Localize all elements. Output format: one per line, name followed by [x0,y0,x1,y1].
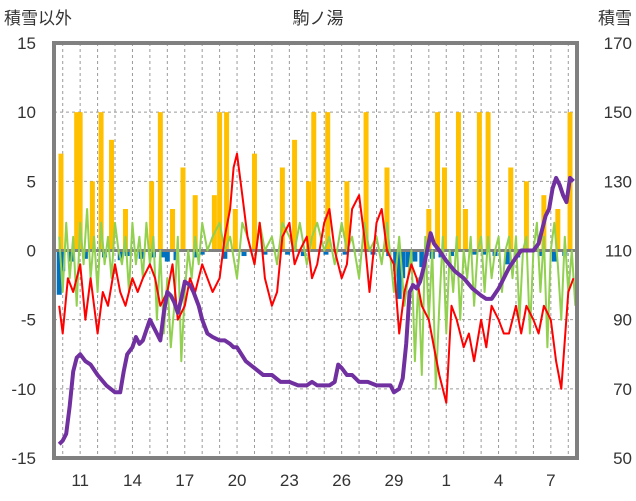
sunshine-bar [400,250,406,279]
left-tick-label: 0 [27,242,36,261]
right-tick-label: 110 [605,242,632,261]
x-tick-label: 26 [332,471,351,490]
x-tick-label: 1 [442,471,451,490]
right-axis-title: 積雪 [598,9,632,28]
sunshine-bar [396,250,402,299]
sunshine-bar [82,250,88,259]
sunshine-bar [60,250,66,272]
snow_depth-line [57,175,575,446]
precipitation-bar [292,139,298,251]
right-tick-label: 150 [604,103,632,122]
left-tick-label: 5 [27,172,36,191]
x-tick-label: 29 [384,471,403,490]
x-tick-label: 11 [71,471,89,490]
sunshine-bar [56,250,62,295]
left-tick-label: -5 [21,311,36,330]
precipitation-bar [476,112,482,251]
x-tick-label: 7 [546,471,555,490]
left-tick-label: -15 [11,449,36,468]
precipitation-bar [89,181,95,251]
sunshine-bar [342,250,348,255]
x-tick-label: 14 [123,471,142,490]
sunshine-bar [164,250,170,262]
x-tick-labels: 11 14 17 20 23 26 29 1 4 7 [71,471,555,490]
precipitation-bar [74,112,80,251]
left-tick-label: 10 [17,103,36,122]
x-tick-label: 17 [175,471,194,490]
precipitation-bar [58,153,64,251]
sunshine-bar [222,250,228,259]
precipitation-bar [122,209,128,251]
left-tick-label: -10 [11,380,36,399]
precipitation-bar [180,167,186,251]
precipitation-bar [555,209,561,251]
right-tick-label: 50 [613,449,632,468]
sunshine-bar [537,250,543,257]
precipitation-bar [344,181,350,251]
sunshine-bar [448,250,454,257]
right-tick-label: 130 [604,172,632,191]
left-axis-title: 積雪以外 [4,9,72,28]
precipitation-bar [485,112,491,251]
precipitation-bar [311,112,317,251]
right-tick-label: 170 [604,34,632,53]
right-tick-label: 90 [613,311,632,330]
precipitation-bar [325,112,331,251]
sunshine-bar [504,250,510,265]
precipitation-bar [251,153,257,251]
sunshine-bar [323,250,329,255]
sunshine-bar [192,250,198,258]
right-tick-labels: 170 150 130 110 90 70 50 [604,34,632,468]
sunshine-bar [551,250,557,262]
left-tick-label: 15 [17,34,36,53]
chart-title: 駒ノ湯 [293,9,344,28]
precipitation-bar [462,209,468,251]
sunshine-bar [199,250,205,255]
precipitation-bar [523,181,529,251]
sunshine-bar [300,250,306,257]
sunshine-bar [471,250,477,255]
precipitation-bar [98,112,104,251]
precipitation-bar [211,195,217,251]
sunshine-bar [241,250,247,257]
precipitation-bar [384,167,390,251]
precipitation-bar [77,112,83,251]
precipitation-bar [232,209,238,251]
precipitation-bar [363,112,369,251]
left-tick-labels: 15 10 5 0 -5 -10 -15 [11,34,36,468]
precipitation-bar [149,181,155,251]
x-tick-label: 4 [494,471,503,490]
sunshine-bar [419,250,425,268]
precipitation-bar [306,181,312,251]
temperature-line [58,152,575,404]
wind-line [58,208,577,390]
precipitation-bar [157,112,163,251]
precipitation-bar [426,209,432,251]
precipitation-bar [109,139,115,251]
sunshine-bar [161,250,167,258]
sunshine-bar [482,250,488,255]
precipitation-bar [279,167,285,251]
sunshine-bar [285,250,291,255]
plot-frame [52,41,579,460]
series-lines [57,152,577,446]
precipitation-bar [170,209,176,251]
sunshine-bar [412,250,418,262]
precipitation-bar [455,112,461,251]
x-tick-label: 23 [280,471,299,490]
precipitation-bar [224,112,230,251]
precipitation-bar [192,195,198,251]
precipitation-bar [435,112,441,251]
precipitation-bar [442,167,448,251]
sunshine-bar [393,250,399,272]
right-tick-label: 70 [613,380,632,399]
sunshine-bar [262,250,268,255]
precipitation-bar [508,167,514,251]
x-tick-label: 20 [228,471,247,490]
sunshine-bar [405,250,411,268]
precipitation-bar [217,112,223,251]
